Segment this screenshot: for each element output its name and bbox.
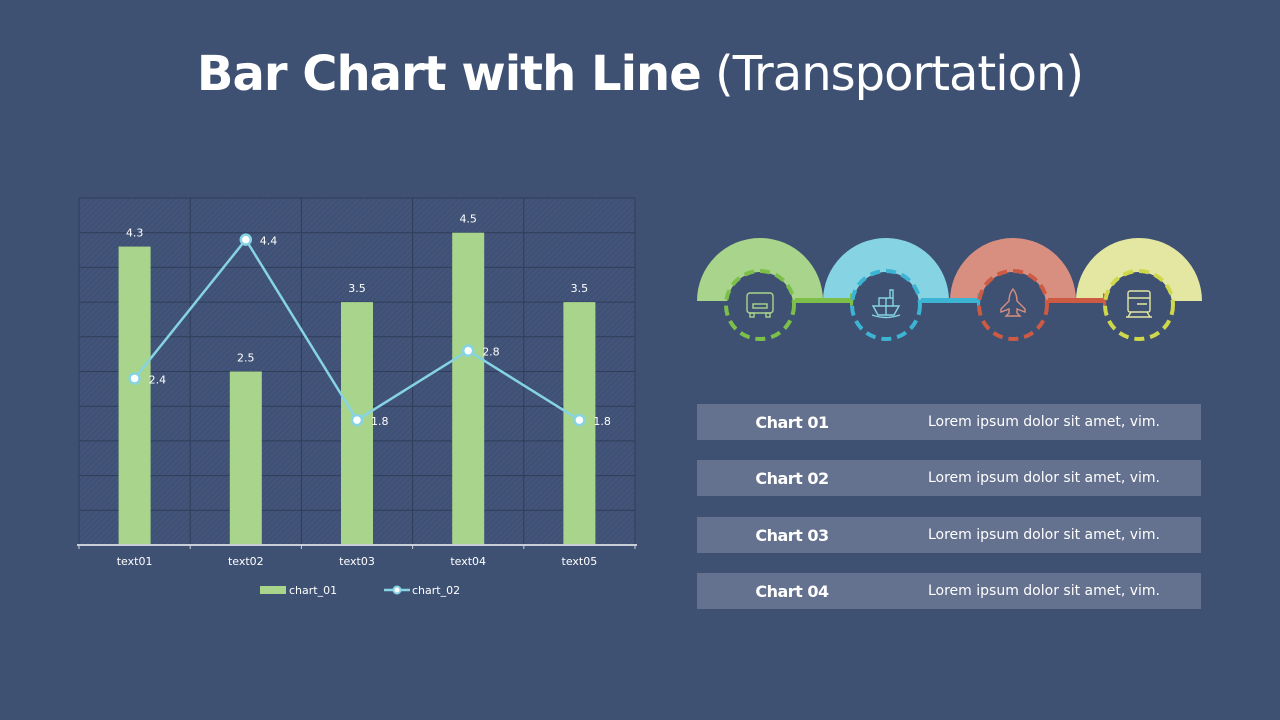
x-tick-label: text03 (339, 555, 375, 568)
half-circle (823, 238, 949, 301)
truck-grill (752, 303, 768, 309)
train-lines (1126, 297, 1152, 318)
dashed-ring (1103, 269, 1175, 341)
legend-marker (392, 585, 402, 595)
wheel (749, 312, 755, 318)
bar-data-label: 4.3 (126, 227, 144, 240)
bar (118, 246, 151, 545)
page-title: Bar Chart with Line (Transportation) (0, 46, 1280, 102)
half-circle (950, 238, 1076, 301)
row-label: Chart 01 (755, 412, 829, 432)
x-tick-label: text01 (117, 555, 153, 568)
line-point (239, 233, 253, 246)
line-point (350, 413, 364, 427)
title-bold: Bar Chart with Line (196, 46, 702, 102)
connector-arrow (921, 298, 993, 303)
row-text: Lorem ipsum dolor sit amet, vim. (927, 470, 1161, 486)
connector-arrow (795, 298, 866, 303)
row-label: Chart 03 (755, 525, 829, 545)
chart-row-1: Chart 01 Lorem ipsum dolor sit amet, vim. (697, 404, 1201, 440)
chart-row-3: Chart 03 Lorem ipsum dolor sit amet, vim. (697, 517, 1201, 553)
icon-circle (727, 272, 793, 338)
line-point (573, 413, 586, 427)
line-point (128, 372, 141, 385)
line-point (461, 344, 475, 357)
airplane-icon (1000, 287, 1026, 317)
icon-circle (980, 272, 1046, 338)
icon-circle (1106, 272, 1172, 338)
row-text: Lorem ipsum dolor sit amet, vim. (927, 527, 1161, 543)
x-tick-label: text02 (228, 555, 264, 568)
line-data-label: 4.4 (260, 235, 278, 248)
ship-shape (871, 289, 901, 319)
legend-swatch-bar (260, 586, 286, 594)
line-data-label: 1.8 (371, 415, 389, 428)
bar-data-label: 2.5 (237, 352, 255, 365)
title-light: (Transportation) (715, 46, 1084, 102)
line-data-label: 1.8 (593, 415, 611, 428)
row-label: Chart 02 (755, 468, 829, 488)
bar (452, 232, 485, 545)
line-data-label: 2.8 (482, 346, 500, 359)
bar-data-label: 3.5 (348, 282, 366, 295)
truck-icon (746, 292, 774, 318)
chart-row-2: Chart 02 Lorem ipsum dolor sit amet, vim. (697, 460, 1201, 496)
wheel (765, 312, 771, 318)
train-body (1127, 290, 1151, 313)
bar-data-label: 4.5 (459, 213, 477, 226)
train-icon (1126, 290, 1152, 318)
connector-arrow (1048, 298, 1119, 303)
legend-label: chart_02 (412, 584, 460, 597)
dashed-ring (850, 269, 922, 341)
plane-shape (1000, 287, 1026, 317)
row-text: Lorem ipsum dolor sit amet, vim. (927, 414, 1161, 430)
truck-body (746, 292, 774, 314)
ship-icon (871, 289, 901, 319)
row-text: Lorem ipsum dolor sit amet, vim. (927, 583, 1161, 599)
half-circle (1076, 238, 1202, 301)
bar-data-label: 3.5 (571, 282, 589, 295)
x-tick-label: text05 (562, 555, 598, 568)
half-circle (697, 238, 823, 301)
chart-row-4: Chart 04 Lorem ipsum dolor sit amet, vim. (697, 573, 1201, 609)
line-data-label: 2.4 (149, 373, 167, 386)
dashed-ring (977, 269, 1049, 341)
x-tick-label: text04 (450, 555, 486, 568)
dashed-ring (724, 269, 796, 341)
bar (229, 371, 262, 545)
row-label: Chart 04 (755, 581, 829, 601)
legend-label: chart_01 (289, 584, 337, 597)
